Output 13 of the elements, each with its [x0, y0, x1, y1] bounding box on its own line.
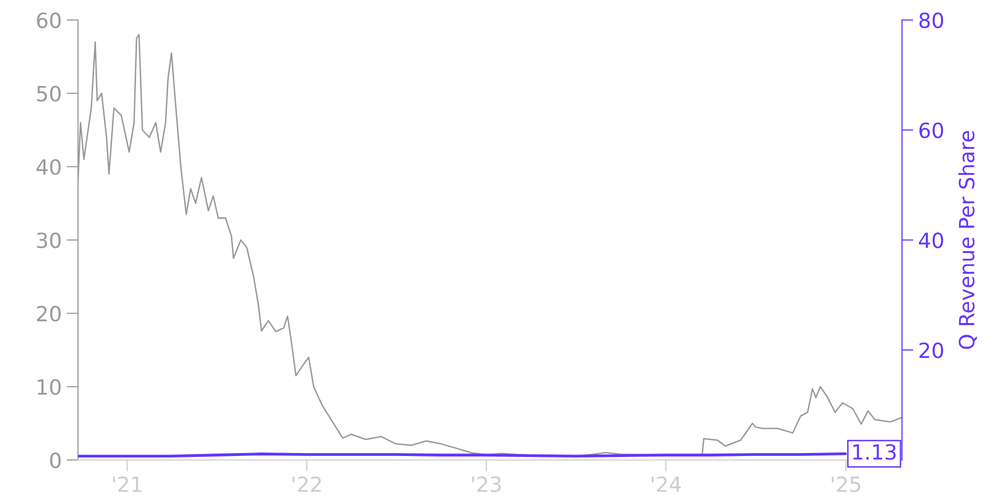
y2-tick-label: 40 — [918, 232, 944, 248]
y-tick-label: 60 — [36, 12, 61, 28]
data-label: 1.13 — [853, 444, 896, 460]
y2-tick-label: 80 — [919, 12, 944, 28]
y-tick-label: 40 — [36, 159, 61, 175]
y2-tick-label: 60 — [919, 122, 944, 138]
y2-axis-title: Q Revenue Per Share — [958, 130, 977, 349]
y-tick-label: 30 — [37, 232, 61, 248]
y-tick-label: 50 — [37, 86, 61, 102]
y-tick-label: 10 — [38, 379, 61, 395]
y-tick-label: 0 — [50, 452, 61, 468]
y-tick-label: 20 — [37, 306, 61, 322]
y2-tick-label: 20 — [920, 342, 944, 358]
